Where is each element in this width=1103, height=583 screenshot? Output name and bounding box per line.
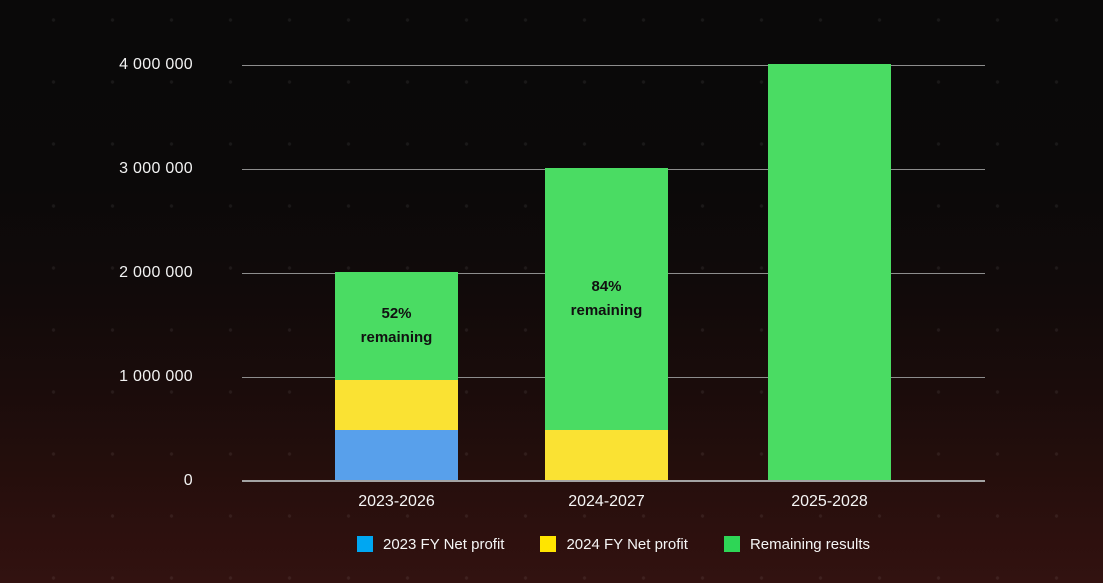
bar-segment [768, 64, 891, 480]
bar-segment [545, 430, 668, 480]
legend-label: 2024 FY Net profit [566, 535, 688, 553]
legend-label: Remaining results [749, 535, 870, 553]
legend-swatch [357, 536, 373, 552]
y-tick-label: 2 000 000 [119, 264, 193, 281]
bar-2025-2028 [768, 64, 891, 480]
bar-annotation: 52% remaining [335, 272, 458, 380]
gridline [242, 65, 985, 66]
x-axis-line [242, 480, 985, 482]
bar-2024-2027: 84% remaining [545, 168, 668, 480]
legend: 2023 FY Net profit 2024 FY Net profit Rema… [242, 534, 985, 554]
legend-item: 2023 FY Net profit [357, 536, 504, 553]
legend-item: Remaining results [723, 535, 870, 553]
annotation-word: remaining [570, 302, 643, 320]
bar-segment [335, 430, 458, 480]
bar-annotation: 84% remaining [545, 168, 668, 430]
bar-2023-2026: 52% remaining [335, 272, 458, 480]
annotation-word: remaining [360, 329, 433, 347]
x-tick-label: 2023-2026 [358, 493, 435, 510]
legend-label: 2023 FY Net profit [383, 535, 505, 553]
x-tick-label: 2024-2027 [568, 493, 645, 510]
annotation-percent: 84% [591, 278, 622, 296]
bar-segment: 52% remaining [335, 272, 458, 381]
plot-area: 52% remaining 84% remaining [242, 64, 985, 482]
bar-segment [335, 380, 458, 431]
x-tick-label: 2025-2028 [791, 493, 868, 510]
y-tick-label: 0 [183, 472, 193, 489]
annotation-percent: 52% [381, 305, 412, 323]
y-tick-label: 4 000 000 [119, 56, 193, 73]
legend-item: 2024 FY Net profit [540, 535, 688, 553]
bar-segment: 84% remaining [545, 168, 668, 431]
legend-swatch [540, 536, 557, 552]
legend-swatch [723, 536, 740, 552]
y-tick-label: 3 000 000 [119, 160, 193, 177]
y-tick-label: 1 000 000 [119, 368, 193, 385]
